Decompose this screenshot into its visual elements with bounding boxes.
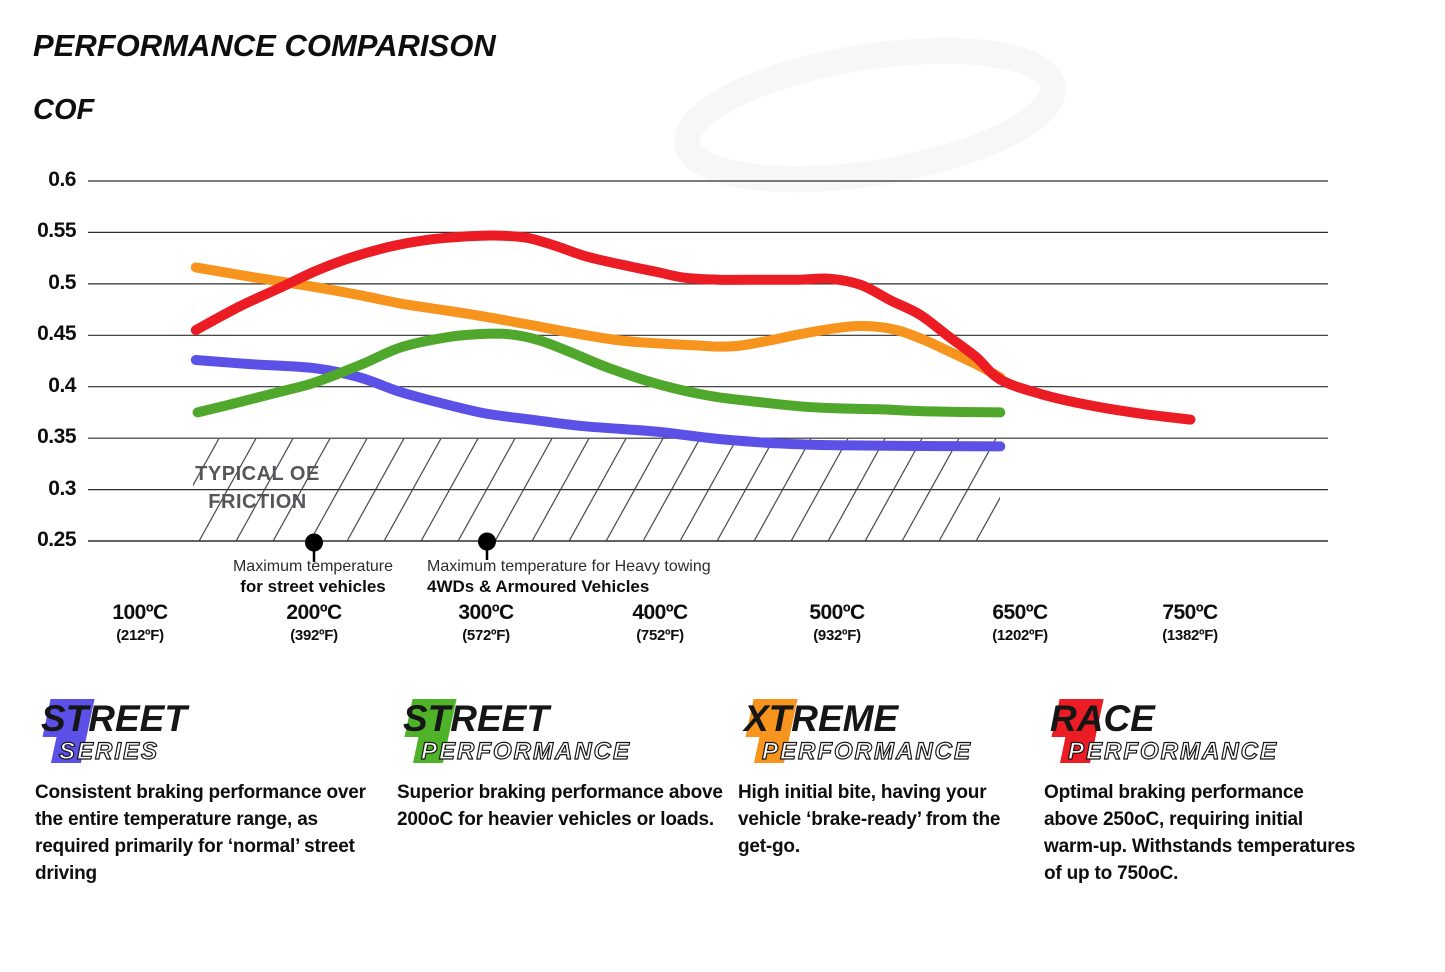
y-tick-0.25: 0.25 <box>37 528 76 551</box>
street-series-logo: STREET SERIES <box>41 698 190 766</box>
x-tick-400c: 400ºC (752ºF) <box>580 601 740 644</box>
logo-line2: PERFORMANCE <box>762 738 972 765</box>
legend-description: Consistent braking performance over the … <box>35 782 366 884</box>
xtreme-performance-curve <box>190 262 1006 383</box>
legend-card-street-performance: STREET PERFORMANCE Superior braking perf… <box>395 697 725 833</box>
xtreme-performance-logo: XTREME PERFORMANCE <box>742 698 972 766</box>
y-tick-0.6: 0.6 <box>48 168 76 191</box>
logo-color-block-top <box>745 699 798 737</box>
oe-label-line1: TYPICAL OE <box>195 463 320 485</box>
page-title: PERFORMANCE COMPARISON <box>33 28 496 63</box>
annotation-max-temp-street: Maximum temperature for street vehicles <box>160 557 466 596</box>
x-tick-300c: 300ºC (572ºF) <box>406 601 566 644</box>
x-tick-fahrenheit: (752ºF) <box>636 627 684 644</box>
logo-line2: PERFORMANCE <box>1068 738 1278 765</box>
x-tick-celsius: 300ºC <box>458 601 514 624</box>
marker-dot-300c <box>478 532 496 551</box>
logo-line2: SERIES <box>59 738 159 765</box>
annotation-line2: 4WDs & Armoured Vehicles <box>427 577 650 596</box>
x-tick-celsius: 750ºC <box>1162 601 1218 624</box>
x-tick-fahrenheit: (1202ºF) <box>992 627 1048 644</box>
logo-color-block-bottom <box>753 737 790 763</box>
y-tick-0.55: 0.55 <box>37 219 76 242</box>
race-performance-logo: RACE PERFORMANCE <box>1050 698 1278 766</box>
max-temp-markers <box>305 532 496 562</box>
x-tick-fahrenheit: (1382ºF) <box>1162 627 1218 644</box>
logo-color-block-top <box>1051 699 1104 737</box>
legend-card-xtreme-performance: XTREME PERFORMANCE High initial bite, ha… <box>736 697 1016 860</box>
logo-line1: XTREME <box>742 698 900 739</box>
logo-color-block-bottom <box>412 737 449 763</box>
x-tick-500c: 500ºC (932ºF) <box>757 601 917 644</box>
legend-card-street-series: STREET SERIES Consistent braking perform… <box>33 697 378 887</box>
y-tick-0.45: 0.45 <box>37 322 76 345</box>
y-axis-title: COF <box>33 94 95 126</box>
logo-color-block-top <box>42 699 95 737</box>
y-tick-0.3: 0.3 <box>48 477 76 500</box>
logo-line2: PERFORMANCE <box>421 738 631 765</box>
legend-description: Optimal braking performance above 250oC,… <box>1044 782 1356 884</box>
x-tick-fahrenheit: (932ºF) <box>813 627 861 644</box>
y-tick-0.4: 0.4 <box>48 374 76 397</box>
y-tick-0.35: 0.35 <box>37 425 76 448</box>
x-tick-celsius: 650ºC <box>992 601 1048 624</box>
x-tick-celsius: 500ºC <box>809 601 865 624</box>
annotation-line1: Maximum temperature <box>232 558 394 575</box>
x-tick-celsius: 200ºC <box>286 601 342 624</box>
legend-description: High initial bite, having your vehicle ‘… <box>738 782 1001 857</box>
series-curves <box>190 230 1196 452</box>
oe-label-line2: FRICTION <box>208 491 307 513</box>
typical-oe-friction-label: TYPICAL OE FRICTION <box>155 460 360 516</box>
marker-dot-200c <box>305 533 323 552</box>
logo-line1: STREET <box>41 698 190 739</box>
x-tick-celsius: 100ºC <box>112 601 168 624</box>
x-tick-200c: 200ºC (392ºF) <box>234 601 394 644</box>
logo-color-block-bottom <box>50 737 87 763</box>
x-tick-fahrenheit: (212ºF) <box>116 627 164 644</box>
legend-description: Superior braking performance above 200oC… <box>397 782 723 830</box>
street-series-curve <box>190 355 1006 452</box>
legend-card-race-performance: RACE PERFORMANCE Optimal braking perform… <box>1042 697 1360 887</box>
typical-oe-friction-band <box>193 438 1000 541</box>
x-tick-fahrenheit: (572ºF) <box>462 627 510 644</box>
y-tick-0.5: 0.5 <box>48 271 76 294</box>
annotation-line1: Maximum temperature for Heavy towing <box>427 558 711 575</box>
race-performance-curve <box>190 230 1196 425</box>
annotation-line2: for street vehicles <box>240 577 386 596</box>
street-performance-logo: STREET PERFORMANCE <box>403 698 631 766</box>
logo-line1: RACE <box>1050 698 1156 739</box>
x-tick-750c: 750ºC (1382ºF) <box>1110 601 1270 644</box>
logo-color-block-bottom <box>1059 737 1096 763</box>
street-performance-curve <box>192 328 1006 418</box>
logo-color-block-top <box>404 699 457 737</box>
logo-line1: STREET <box>403 698 552 739</box>
x-tick-650c: 650ºC (1202ºF) <box>940 601 1100 644</box>
x-tick-100c: 100ºC (212ºF) <box>60 601 220 644</box>
x-tick-fahrenheit: (392ºF) <box>290 627 338 644</box>
annotation-max-temp-towing: Maximum temperature for Heavy towing 4WD… <box>427 557 787 596</box>
x-tick-celsius: 400ºC <box>632 601 688 624</box>
cof-line-chart <box>88 180 1328 562</box>
